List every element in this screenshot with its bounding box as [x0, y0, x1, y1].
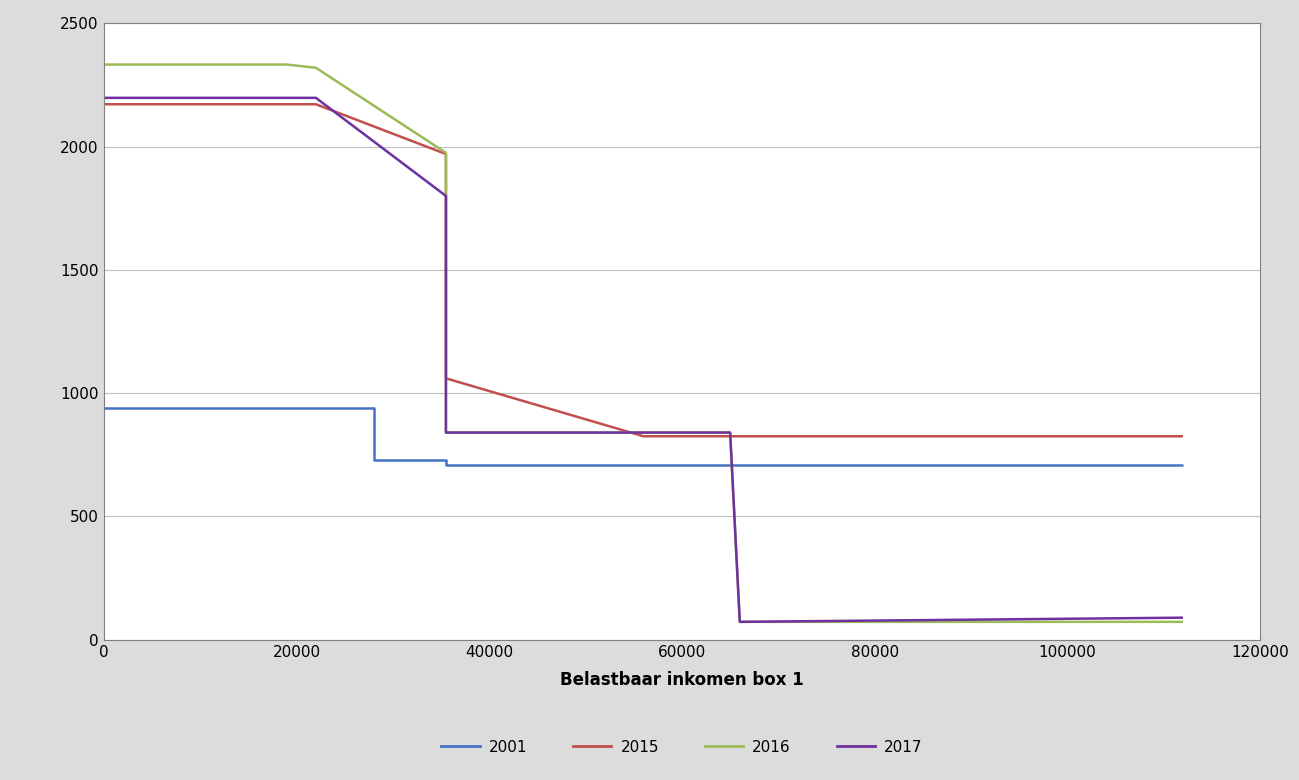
Line: 2017: 2017	[104, 98, 1183, 622]
2016	[722, 428, 738, 438]
Legend: 2001, 2015, 2016, 2017: 2001, 2015, 2016, 2017	[435, 733, 929, 760]
2017	[438, 428, 453, 438]
2015	[635, 431, 651, 441]
2016	[731, 617, 747, 626]
2015	[438, 374, 453, 383]
X-axis label: Belastbaar inkomen box 1: Belastbaar inkomen box 1	[560, 672, 804, 690]
2016	[438, 148, 453, 158]
2017	[308, 93, 323, 102]
2015	[1176, 431, 1191, 441]
2016	[438, 428, 453, 438]
2015	[438, 149, 453, 158]
2017	[438, 191, 453, 200]
2001	[366, 403, 382, 413]
2001	[366, 455, 382, 464]
2015	[308, 100, 323, 109]
2015	[96, 100, 112, 109]
2016	[1176, 617, 1191, 626]
2016	[96, 60, 112, 69]
2001	[1176, 460, 1191, 470]
Line: 2001: 2001	[104, 408, 1183, 465]
2017	[722, 428, 738, 438]
2001	[96, 403, 112, 413]
2016	[279, 60, 295, 69]
2001	[438, 460, 453, 470]
Line: 2016: 2016	[104, 65, 1183, 622]
Line: 2015: 2015	[104, 105, 1183, 436]
2017	[96, 93, 112, 102]
2016	[308, 63, 323, 73]
2017	[731, 617, 747, 626]
2017	[1176, 613, 1191, 622]
2001	[438, 455, 453, 464]
